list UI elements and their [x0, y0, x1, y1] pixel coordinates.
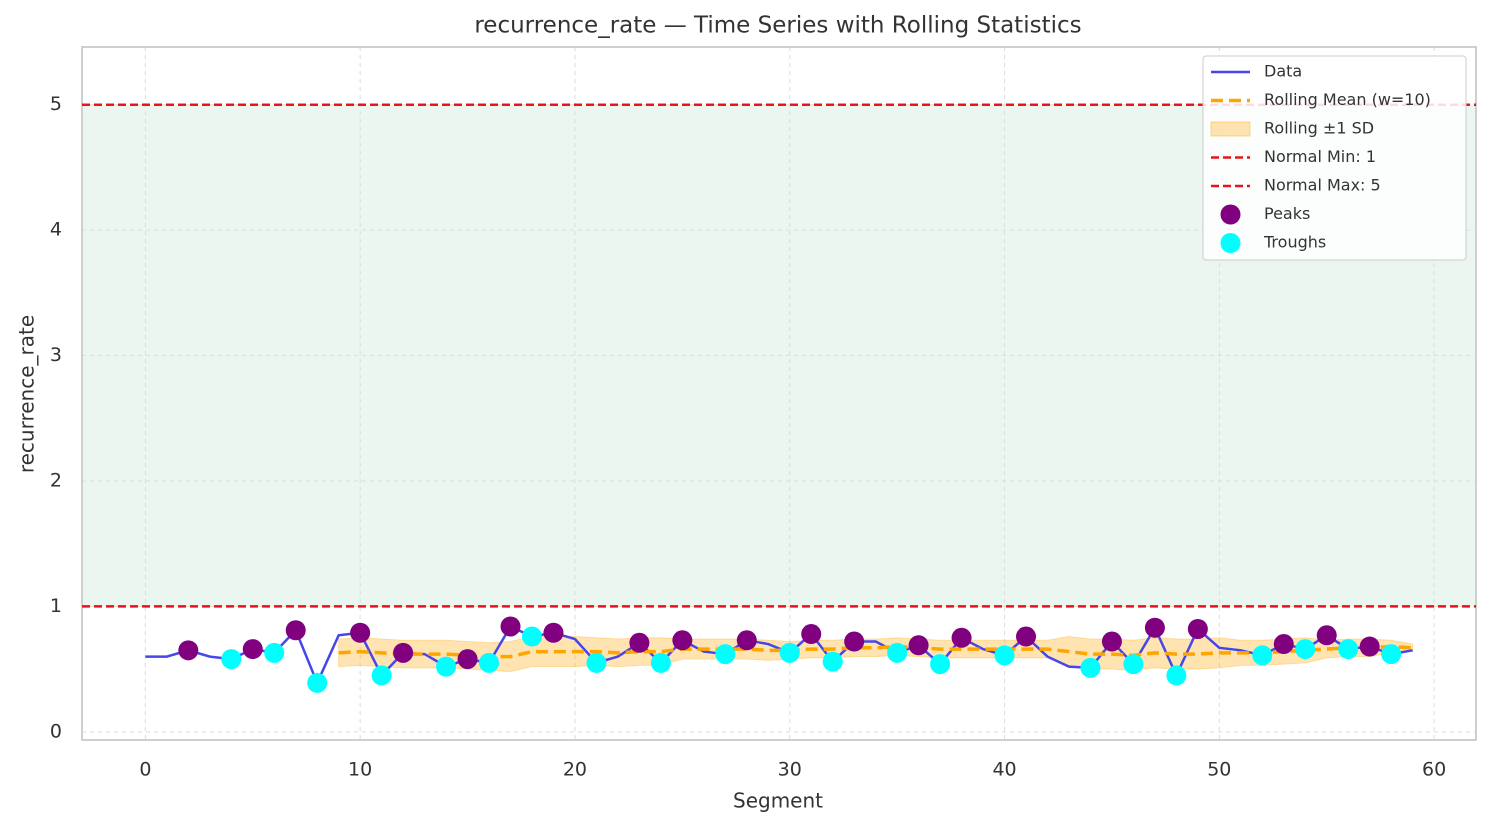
- marker-point: [1338, 639, 1359, 660]
- y-tick-label: 4: [50, 219, 62, 241]
- marker-point: [672, 630, 693, 651]
- chart-title: recurrence_rate — Time Series with Rolli…: [474, 13, 1081, 39]
- x-tick-label: 30: [778, 759, 802, 781]
- marker-point: [242, 639, 263, 660]
- marker-point: [543, 622, 564, 643]
- y-tick-label: 1: [50, 595, 62, 617]
- marker-point: [1123, 654, 1144, 675]
- marker-point: [1295, 639, 1316, 660]
- x-tick-label: 40: [992, 759, 1016, 781]
- y-tick-label: 0: [50, 720, 62, 742]
- marker-point: [715, 644, 736, 665]
- marker-point: [1273, 634, 1294, 655]
- legend-swatch: [1220, 233, 1241, 253]
- marker-point: [586, 652, 607, 673]
- marker-point: [1166, 665, 1187, 686]
- marker-point: [1080, 657, 1101, 678]
- legend-label: Rolling Mean (w=10): [1264, 90, 1431, 109]
- x-tick-label: 0: [139, 759, 151, 781]
- y-tick-label: 2: [50, 469, 62, 491]
- marker-point: [1144, 617, 1165, 638]
- marker-point: [307, 672, 328, 693]
- marker-point: [822, 651, 843, 672]
- marker-point: [221, 649, 242, 670]
- legend-box: [1202, 55, 1467, 261]
- marker-point: [264, 642, 285, 663]
- legend-label: Normal Min: 1: [1264, 147, 1376, 166]
- marker-point: [994, 645, 1015, 666]
- marker-point: [479, 652, 500, 673]
- marker-point: [285, 620, 306, 641]
- marker-point: [393, 642, 414, 663]
- legend-swatch: [1220, 204, 1241, 225]
- marker-point: [1016, 626, 1037, 647]
- marker-point: [1316, 625, 1337, 646]
- marker-point: [436, 656, 457, 677]
- marker-point: [779, 642, 800, 663]
- marker-point: [930, 654, 951, 675]
- x-tick-label: 60: [1422, 759, 1446, 781]
- x-axis-label: Segment: [733, 789, 823, 813]
- marker-point: [1381, 644, 1402, 665]
- marker-point: [844, 631, 865, 652]
- marker-point: [736, 630, 757, 651]
- marker-point: [371, 665, 392, 686]
- marker-point: [178, 640, 199, 661]
- marker-point: [457, 649, 478, 670]
- marker-point: [350, 622, 371, 643]
- marker-point: [908, 635, 929, 656]
- y-tick-label: 3: [50, 344, 62, 366]
- marker-point: [1359, 636, 1380, 657]
- marker-point: [521, 626, 542, 647]
- legend-label: Normal Max: 5: [1264, 176, 1381, 195]
- marker-point: [650, 652, 671, 673]
- x-tick-label: 20: [563, 759, 587, 781]
- legend-label: Rolling ±1 SD: [1264, 119, 1374, 138]
- legend-label: Troughs: [1263, 233, 1326, 252]
- y-tick-label: 5: [50, 93, 62, 115]
- marker-point: [1101, 631, 1122, 652]
- legend-label: Peaks: [1264, 204, 1310, 223]
- marker-point: [1187, 618, 1208, 639]
- marker-point: [951, 627, 972, 648]
- legend-label: Data: [1264, 62, 1302, 81]
- x-tick-label: 10: [348, 759, 372, 781]
- marker-point: [887, 642, 908, 663]
- marker-point: [500, 616, 521, 637]
- plot-frame: [81, 46, 1477, 741]
- y-axis-label: recurrence_rate: [15, 315, 39, 473]
- marker-point: [801, 624, 822, 645]
- marker-point: [629, 632, 650, 653]
- marker-point: [1252, 645, 1273, 666]
- x-tick-label: 50: [1207, 759, 1231, 781]
- legend-swatch: [1210, 121, 1251, 137]
